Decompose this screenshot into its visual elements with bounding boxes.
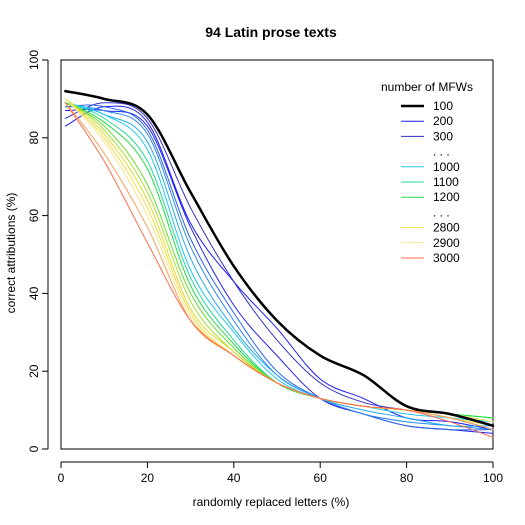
series-line-1200 (64, 102, 494, 419)
series-line (64, 104, 494, 431)
legend-label: 2800 (433, 221, 460, 235)
series-layer (64, 89, 495, 438)
series-line-1100 (64, 102, 494, 419)
legend-label: 200 (433, 114, 453, 128)
legend-label: 1100 (433, 175, 459, 189)
legend-label: 300 (433, 129, 453, 143)
legend-label: 3000 (433, 251, 460, 265)
y-tick-label: 100 (27, 50, 41, 70)
x-tick-label: 0 (58, 471, 65, 485)
y-tick-label: 80 (27, 131, 41, 145)
legend-label: 2900 (433, 236, 460, 250)
plot-frame (60, 59, 494, 450)
x-tick-label: 60 (314, 471, 328, 485)
series-line-3000 (64, 102, 494, 438)
x-tick-label: 100 (483, 471, 503, 485)
legend-title: number of MFWs (381, 80, 473, 94)
legend-label: 1200 (433, 190, 460, 204)
legend-label: 100 (433, 99, 453, 113)
legend-ellipsis: . . . (433, 145, 450, 159)
y-tick-label: 60 (27, 209, 41, 223)
y-tick-label: 40 (27, 286, 41, 300)
x-tick-label: 40 (227, 471, 241, 485)
series-line-1000 (64, 102, 494, 423)
legend-label: 1000 (433, 160, 460, 174)
series-line (64, 106, 494, 431)
x-tick-label: 80 (400, 471, 414, 485)
x-tick-label: 20 (141, 471, 155, 485)
y-axis-label: correct attributions (%) (4, 193, 18, 314)
chart-title: 94 Latin prose texts (205, 24, 337, 40)
x-axis-label: randomly replaced letters (%) (193, 495, 350, 509)
y-tick-label: 20 (27, 364, 41, 378)
series-line-100 (64, 89, 495, 427)
series-line (64, 102, 494, 427)
y-tick-label: 0 (27, 445, 41, 452)
legend-ellipsis: . . . (433, 205, 450, 219)
